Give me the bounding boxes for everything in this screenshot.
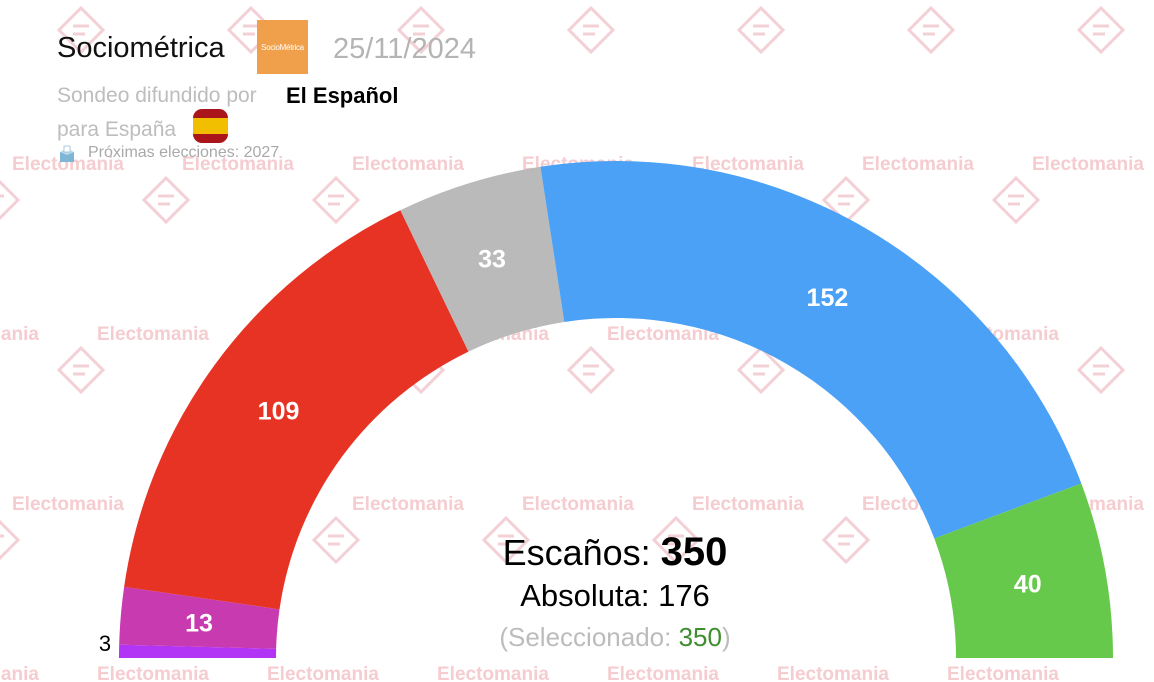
majority-value: 176 <box>658 578 710 613</box>
seats-total: 350 <box>660 530 728 574</box>
poll-date: 25/11/2024 <box>333 33 476 65</box>
poll-source-prefix: Sondeo difundido por <box>57 84 257 107</box>
next-elections: Próximas elecciones: 2027 <box>88 144 280 161</box>
ballot-box-icon <box>60 145 74 162</box>
pollster-logo: SocioMétrica <box>257 20 308 74</box>
seat-segment-0[interactable] <box>119 644 277 658</box>
seat-label-4: 152 <box>807 284 849 312</box>
seats-total-line: Escaños: 350 <box>400 530 830 575</box>
seat-segment-2[interactable] <box>124 210 469 610</box>
pollster-name: Sociométrica <box>57 32 225 64</box>
seat-label-2: 109 <box>258 397 300 425</box>
seat-segment-4[interactable] <box>540 160 1082 539</box>
seat-label-5: 40 <box>1014 570 1042 598</box>
spain-flag-icon <box>193 109 228 143</box>
selected-line: (Seleccionado: 350) <box>400 622 830 653</box>
selected-suffix: ) <box>721 622 731 652</box>
majority-line: Absoluta: 176 <box>400 578 830 614</box>
seat-segment-1[interactable] <box>119 586 280 649</box>
seat-label-outside-0: 3 <box>99 631 111 656</box>
poll-header: Sociométrica SocioMétrica 25/11/2024 Son… <box>0 0 560 170</box>
pollster-logo-text: SocioMétrica <box>261 42 304 52</box>
seat-segment-5[interactable] <box>934 483 1113 658</box>
seat-label-3: 33 <box>478 245 506 273</box>
poll-media: El Español <box>286 83 399 108</box>
selected-value: 350 <box>678 622 722 652</box>
seat-segment-3[interactable] <box>400 166 565 352</box>
selected-prefix: (Seleccionado: <box>499 622 679 652</box>
seat-label-1: 13 <box>185 609 213 637</box>
seats-label: Escaños: <box>502 532 651 573</box>
poll-region: para España <box>57 118 177 141</box>
majority-label: Absoluta: <box>520 578 650 613</box>
